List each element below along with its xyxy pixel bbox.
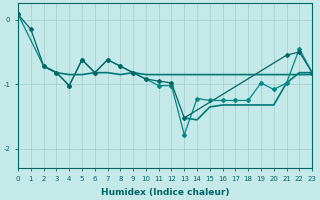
X-axis label: Humidex (Indice chaleur): Humidex (Indice chaleur) xyxy=(101,188,229,197)
